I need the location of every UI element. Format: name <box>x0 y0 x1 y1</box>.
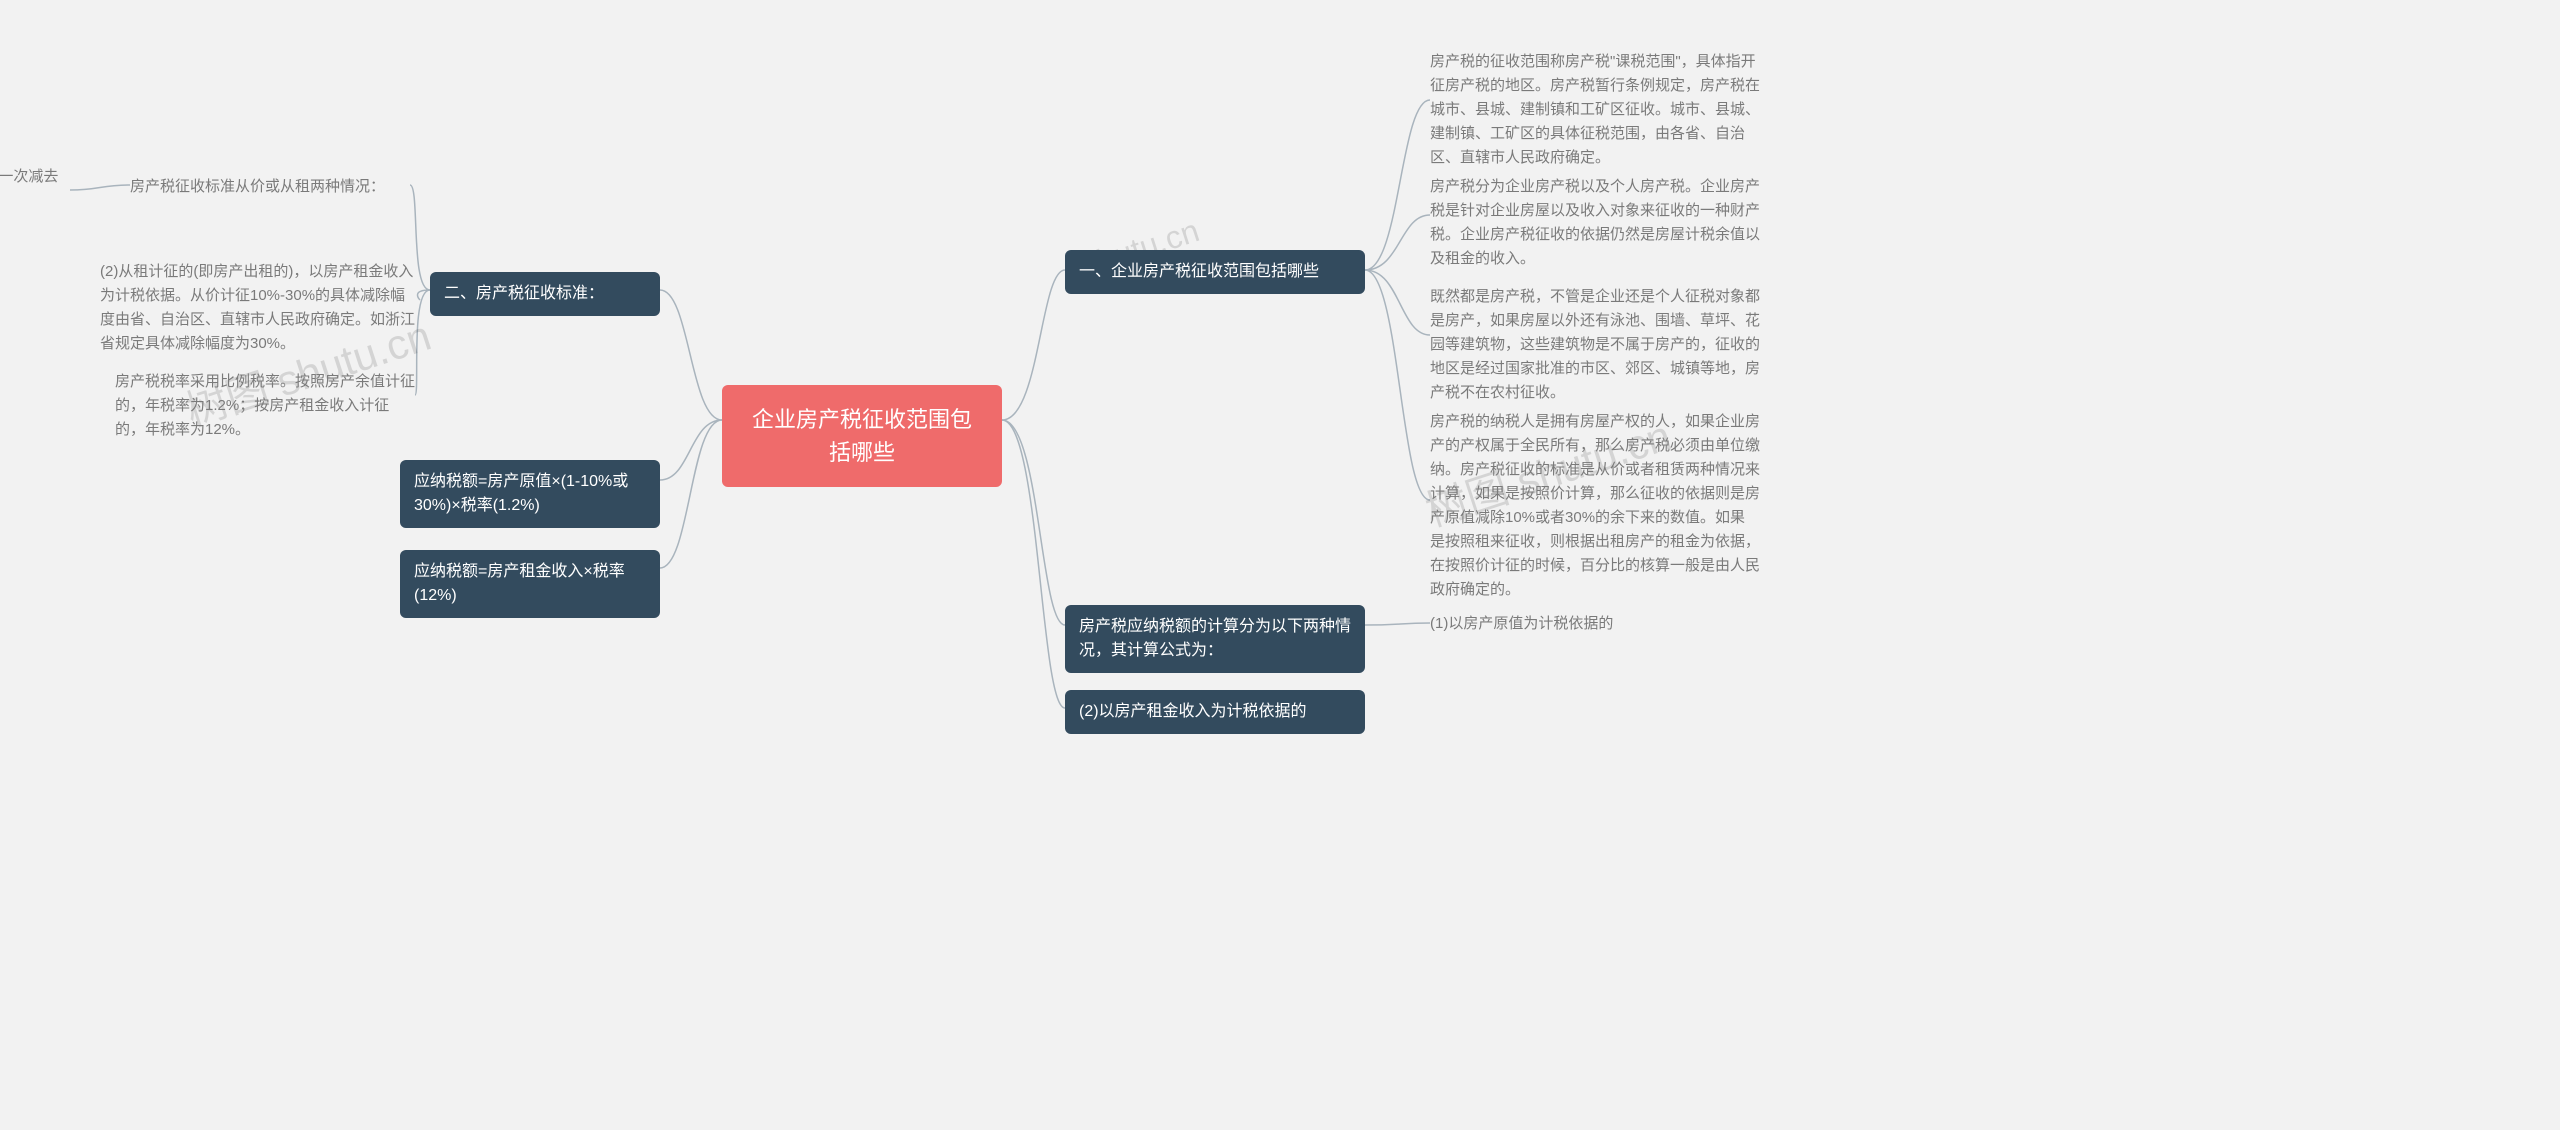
branch-left-3: 应纳税额=房产租金收入×税率(12%) <box>400 550 660 618</box>
leaf-node: 房产税征收标准从价或从租两种情况： <box>130 175 410 199</box>
leaf-node: (1)从价计征的，其计税依据为房产原值一次减去10%-30%后的余值； <box>0 165 70 213</box>
leaf-node: 房产税的征收范围称房产税"课税范围"，具体指开征房产税的地区。房产税暂行条例规定… <box>1430 50 1760 170</box>
branch-left-1: 二、房产税征收标准： <box>430 272 660 316</box>
leaf-node: 既然都是房产税，不管是企业还是个人征税对象都是房产，如果房屋以外还有泳池、围墙、… <box>1430 285 1760 405</box>
connector-layer <box>0 0 2560 1130</box>
leaf-node: 房产税的纳税人是拥有房屋产权的人，如果企业房产的产权属于全民所有，那么房产税必须… <box>1430 410 1760 602</box>
leaf-node: (2)从租计征的(即房产出租的)，以房产租金收入为计税依据。从价计征10%-30… <box>100 260 420 356</box>
branch-right-3: (2)以房产租金收入为计税依据的 <box>1065 690 1365 734</box>
root-node: 企业房产税征收范围包括哪些 <box>722 385 1002 487</box>
leaf-node: (1)以房产原值为计税依据的 <box>1430 612 1750 636</box>
leaf-node: 房产税税率采用比例税率。按照房产余值计征的，年税率为1.2%；按房产租金收入计征… <box>115 370 415 442</box>
leaf-node: 房产税分为企业房产税以及个人房产税。企业房产税是针对企业房屋以及收入对象来征收的… <box>1430 175 1760 271</box>
branch-left-2: 应纳税额=房产原值×(1-10%或30%)×税率(1.2%) <box>400 460 660 528</box>
branch-right-1: 一、企业房产税征收范围包括哪些 <box>1065 250 1365 294</box>
branch-right-2: 房产税应纳税额的计算分为以下两种情况，其计算公式为： <box>1065 605 1365 673</box>
